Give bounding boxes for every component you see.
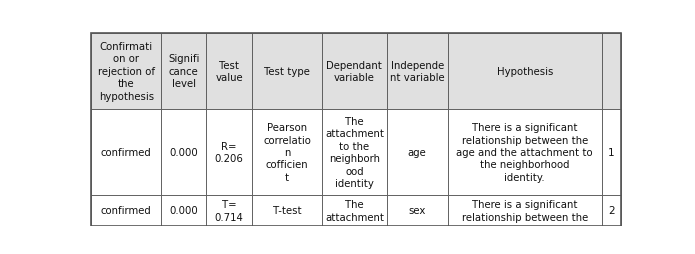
Bar <box>448 195 602 226</box>
Bar <box>91 109 161 195</box>
Text: The
attachment: The attachment <box>325 199 384 222</box>
Bar <box>206 34 252 109</box>
Bar <box>386 195 448 226</box>
Bar <box>206 195 252 226</box>
Text: confirmed: confirmed <box>101 147 152 157</box>
Text: Dependant
variable: Dependant variable <box>327 60 382 83</box>
Text: Test
value: Test value <box>215 60 243 83</box>
Bar <box>322 34 386 109</box>
Bar <box>448 109 602 195</box>
Text: Pearson
correlatio
n
cofficien
t: Pearson correlatio n cofficien t <box>263 123 311 182</box>
Bar <box>386 34 448 109</box>
Text: Test type: Test type <box>264 67 310 76</box>
Bar <box>161 109 206 195</box>
Text: Signifi
cance
level: Signifi cance level <box>168 54 199 89</box>
Bar <box>252 195 322 226</box>
Text: 0.000: 0.000 <box>170 206 198 216</box>
Bar <box>602 195 621 226</box>
Text: sex: sex <box>409 206 426 216</box>
Text: R=
0.206: R= 0.206 <box>215 141 243 164</box>
Text: T=
0.714: T= 0.714 <box>215 199 243 222</box>
Bar <box>91 195 161 226</box>
Text: Independe
nt variable: Independe nt variable <box>390 60 445 83</box>
Text: 2: 2 <box>608 206 614 216</box>
Bar <box>386 109 448 195</box>
Bar <box>322 109 386 195</box>
Bar <box>252 34 322 109</box>
Bar <box>322 195 386 226</box>
Text: There is a significant
relationship between the
age and the attachment to
the ne: There is a significant relationship betw… <box>457 123 593 182</box>
Bar <box>448 34 602 109</box>
Text: Confirmati
on or
rejection of
the
hypothesis: Confirmati on or rejection of the hypoth… <box>98 42 155 101</box>
Text: confirmed: confirmed <box>101 206 152 216</box>
Bar <box>161 34 206 109</box>
Text: T-test: T-test <box>273 206 302 216</box>
Bar <box>602 109 621 195</box>
Text: 1: 1 <box>608 147 614 157</box>
Bar <box>91 34 161 109</box>
Text: 0.000: 0.000 <box>170 147 198 157</box>
Text: The
attachment
to the
neighborh
ood
identity: The attachment to the neighborh ood iden… <box>325 117 384 188</box>
Text: There is a significant
relationship between the: There is a significant relationship betw… <box>461 199 588 222</box>
Bar <box>602 34 621 109</box>
Text: Hypothesis: Hypothesis <box>496 67 553 76</box>
Text: age: age <box>408 147 427 157</box>
Bar <box>252 109 322 195</box>
Bar <box>161 195 206 226</box>
Bar <box>206 109 252 195</box>
